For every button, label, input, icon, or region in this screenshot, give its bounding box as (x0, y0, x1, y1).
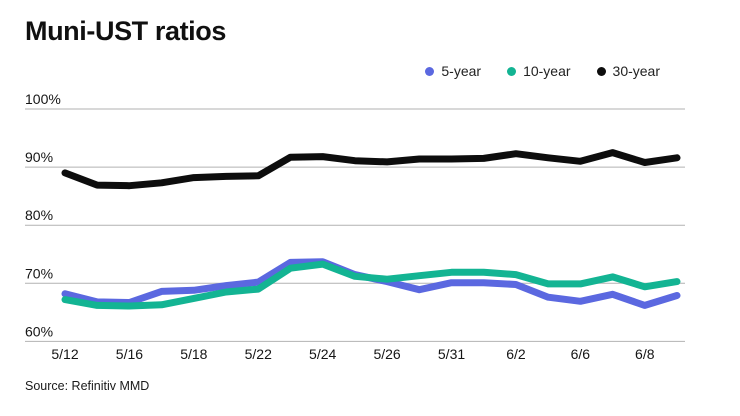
series-line-30-year (61, 149, 681, 190)
x-tick-label: 5/31 (438, 346, 465, 362)
legend-dot-icon (425, 66, 435, 76)
y-tick-label: 60% (25, 323, 53, 339)
page-title: Muni-UST ratios (25, 16, 226, 46)
y-tick-label: 100% (25, 91, 61, 107)
x-tick-label: 6/2 (506, 346, 526, 362)
x-tick-label: 6/8 (635, 346, 655, 362)
y-tick-label: 90% (25, 149, 53, 165)
source-caption: Source: Refinitiv MMD (25, 379, 150, 393)
x-tick-label: 5/16 (116, 346, 143, 362)
legend-dot-icon (596, 66, 606, 76)
legend-item-10-year: 10-year (507, 63, 571, 79)
x-tick-label: 6/6 (571, 346, 591, 362)
x-tick-label: 5/26 (373, 346, 400, 362)
legend: 5-year 10-year 30-year (0, 62, 660, 80)
x-tick-label: 5/12 (51, 346, 78, 362)
x-tick-label: 5/18 (180, 346, 207, 362)
series-line-10-year (61, 260, 681, 310)
x-tick-label: 5/22 (245, 346, 272, 362)
legend-item-5-year: 5-year (425, 63, 481, 79)
legend-label: 5-year (441, 63, 482, 79)
y-tick-label: 80% (25, 207, 53, 223)
x-tick-label: 5/24 (309, 346, 336, 362)
legend-item-30-year: 30-year (596, 63, 660, 79)
legend-dot-icon (507, 66, 517, 76)
legend-label: 30-year (612, 63, 660, 79)
legend-label: 10-year (523, 63, 571, 79)
y-tick-label: 70% (25, 265, 53, 281)
